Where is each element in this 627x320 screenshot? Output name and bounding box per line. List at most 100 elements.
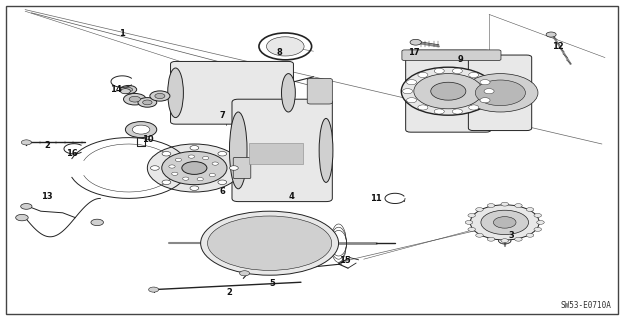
Circle shape	[16, 214, 28, 221]
Circle shape	[406, 80, 416, 85]
Text: 17: 17	[408, 48, 419, 57]
Circle shape	[480, 98, 490, 103]
Circle shape	[124, 93, 146, 105]
Text: 2: 2	[226, 288, 232, 297]
Circle shape	[21, 204, 32, 209]
Text: 16: 16	[66, 149, 78, 158]
Circle shape	[452, 109, 462, 114]
Ellipse shape	[201, 211, 339, 275]
Text: 4: 4	[288, 192, 295, 201]
Ellipse shape	[208, 216, 332, 270]
Circle shape	[172, 172, 178, 175]
Circle shape	[162, 180, 171, 185]
Text: 6: 6	[219, 188, 226, 196]
Text: 5: 5	[270, 279, 276, 288]
Circle shape	[129, 96, 140, 102]
Circle shape	[515, 204, 522, 207]
Circle shape	[435, 68, 445, 74]
Circle shape	[138, 98, 157, 107]
Circle shape	[480, 80, 490, 85]
Text: 10: 10	[142, 135, 153, 144]
Circle shape	[182, 162, 207, 174]
Circle shape	[534, 213, 542, 217]
Circle shape	[120, 89, 130, 94]
Circle shape	[190, 186, 199, 190]
Circle shape	[91, 219, 103, 226]
FancyBboxPatch shape	[307, 78, 332, 104]
Circle shape	[162, 151, 227, 185]
Circle shape	[190, 146, 199, 150]
Circle shape	[537, 220, 544, 224]
Text: 1: 1	[119, 29, 125, 38]
Circle shape	[534, 228, 542, 231]
Circle shape	[150, 166, 159, 170]
Text: 15: 15	[339, 256, 350, 265]
Circle shape	[468, 228, 475, 231]
Circle shape	[188, 155, 194, 158]
Circle shape	[546, 32, 556, 37]
FancyBboxPatch shape	[402, 50, 501, 60]
Circle shape	[463, 74, 538, 112]
Ellipse shape	[167, 68, 184, 118]
Circle shape	[21, 140, 31, 145]
Text: 12: 12	[552, 42, 564, 51]
Circle shape	[197, 178, 203, 181]
Circle shape	[209, 173, 216, 177]
Circle shape	[452, 68, 462, 74]
Text: 7: 7	[219, 111, 226, 120]
Circle shape	[403, 89, 413, 94]
Text: 13: 13	[41, 192, 53, 201]
Circle shape	[203, 156, 209, 160]
Circle shape	[501, 239, 508, 243]
Circle shape	[414, 74, 483, 109]
Circle shape	[147, 144, 241, 192]
Circle shape	[468, 213, 475, 217]
FancyBboxPatch shape	[406, 50, 491, 132]
Circle shape	[475, 80, 525, 106]
Text: SW53-E0710A: SW53-E0710A	[561, 301, 611, 310]
Circle shape	[401, 67, 495, 115]
Circle shape	[465, 220, 473, 224]
Circle shape	[176, 158, 182, 162]
Circle shape	[484, 89, 494, 94]
Circle shape	[132, 125, 150, 134]
Circle shape	[120, 85, 137, 94]
Circle shape	[493, 217, 516, 228]
Circle shape	[526, 233, 534, 237]
Circle shape	[487, 237, 495, 241]
Text: 14: 14	[110, 85, 122, 94]
Circle shape	[476, 208, 483, 212]
FancyBboxPatch shape	[233, 157, 251, 179]
Text: 2: 2	[44, 141, 50, 150]
Circle shape	[182, 177, 189, 180]
Circle shape	[218, 180, 227, 185]
Ellipse shape	[282, 74, 295, 112]
Circle shape	[218, 151, 227, 156]
Circle shape	[418, 105, 428, 110]
Circle shape	[526, 208, 534, 212]
Circle shape	[476, 233, 483, 237]
Circle shape	[410, 39, 421, 45]
FancyBboxPatch shape	[232, 99, 332, 202]
Circle shape	[124, 87, 132, 92]
Ellipse shape	[229, 112, 247, 189]
Circle shape	[155, 93, 165, 99]
FancyBboxPatch shape	[171, 61, 293, 124]
Circle shape	[162, 151, 171, 156]
Circle shape	[142, 100, 152, 105]
Circle shape	[469, 105, 479, 110]
Circle shape	[418, 72, 428, 77]
Text: 11: 11	[371, 194, 382, 203]
Circle shape	[212, 162, 218, 165]
Circle shape	[431, 82, 466, 100]
Circle shape	[240, 271, 250, 276]
Text: 9: 9	[458, 55, 464, 64]
Circle shape	[125, 122, 157, 138]
Circle shape	[487, 204, 495, 207]
Text: 3: 3	[508, 231, 514, 240]
Circle shape	[481, 210, 529, 235]
Circle shape	[229, 166, 238, 170]
Circle shape	[406, 98, 416, 103]
Text: 8: 8	[276, 48, 282, 57]
Circle shape	[169, 165, 175, 168]
